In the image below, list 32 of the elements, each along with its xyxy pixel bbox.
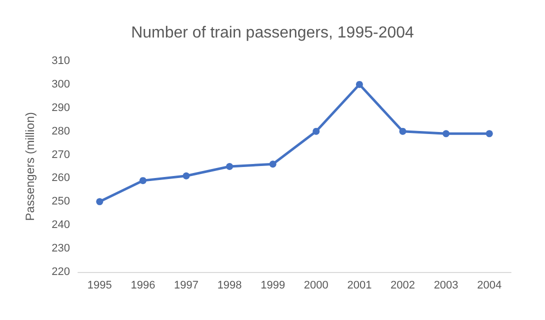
y-tick-label: 310 [52, 55, 70, 67]
point [96, 198, 104, 206]
y-tick-label: 260 [52, 172, 70, 184]
x-tick-label: 2002 [390, 280, 415, 292]
x-tick-label: 1998 [217, 280, 242, 292]
point [182, 172, 190, 180]
point [442, 130, 450, 138]
point [139, 177, 146, 184]
point [399, 128, 406, 135]
point [486, 130, 493, 138]
y-tick-label: 240 [52, 219, 70, 232]
y-tick-label: 280 [52, 125, 70, 138]
x-tick-label: 1999 [260, 280, 286, 292]
x-tick-label: 2004 [477, 280, 502, 292]
y-tick-label: 250 [52, 196, 70, 208]
y-tick-label: 290 [52, 102, 70, 114]
x-tick-label: 1997 [174, 280, 198, 292]
point [226, 163, 234, 170]
point [269, 160, 276, 168]
chart-title: Number of train passengers, 1995-2004 [131, 24, 414, 42]
y-tick-label: 220 [52, 266, 70, 278]
point [356, 80, 363, 88]
x-tick-label: 2000 [304, 280, 328, 292]
x-tick-label: 2001 [347, 280, 372, 292]
y-tick-label: 300 [52, 78, 70, 90]
point [312, 128, 320, 135]
x-tick-label: 1996 [130, 280, 156, 292]
y-axis-title: Passengers (million) [23, 112, 37, 221]
x-tick-label: 1995 [87, 280, 112, 292]
x-tick-label: 2003 [434, 280, 458, 292]
y-tick-label: 270 [52, 148, 70, 161]
y-tick-label: 230 [52, 242, 70, 255]
